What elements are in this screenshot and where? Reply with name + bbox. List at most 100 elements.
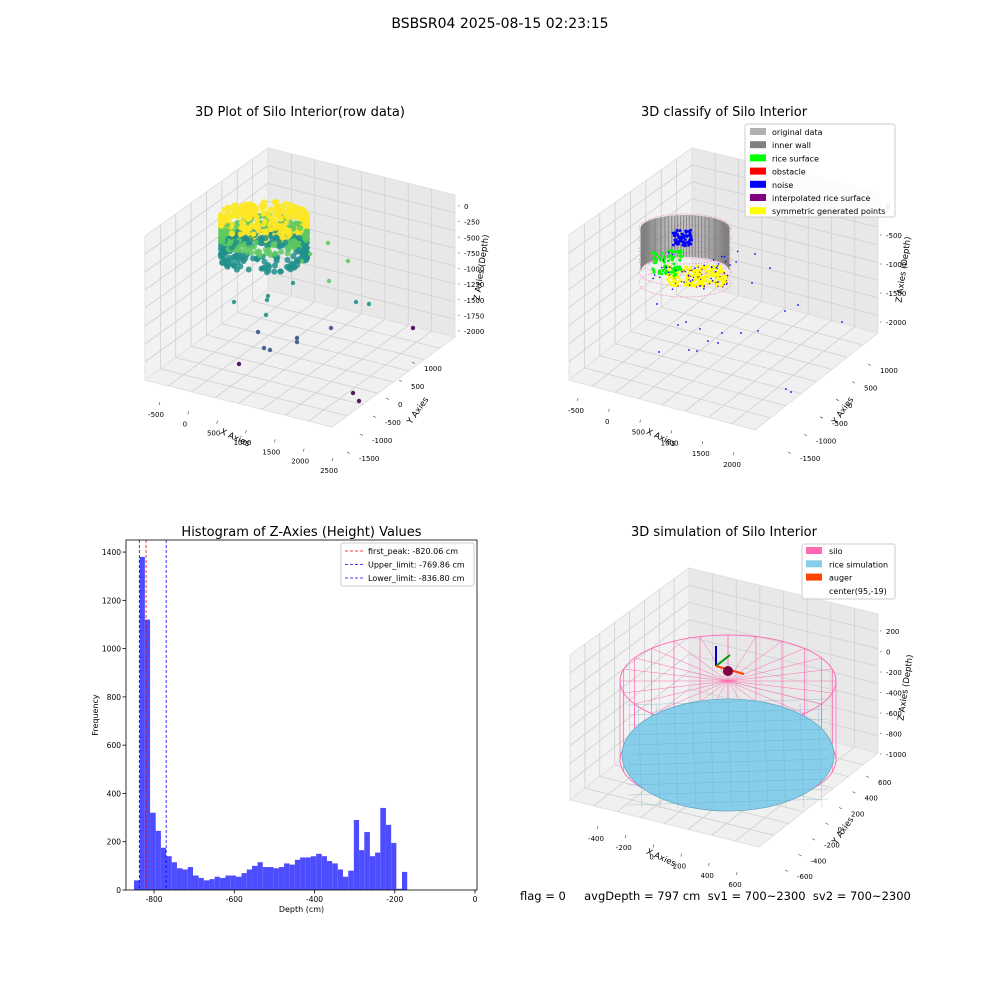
legend-label: Lower_limit: -836.80 cm bbox=[368, 574, 465, 583]
data-point bbox=[700, 284, 702, 287]
data-point bbox=[350, 390, 356, 396]
histogram-bar bbox=[326, 861, 333, 890]
histogram-bar bbox=[192, 875, 199, 890]
rice-mesh-line bbox=[627, 798, 829, 806]
data-point bbox=[691, 269, 693, 271]
data-point bbox=[218, 214, 225, 221]
grid-line bbox=[661, 307, 786, 406]
tick-mark bbox=[245, 429, 247, 434]
grid-line bbox=[691, 198, 879, 246]
data-point bbox=[257, 252, 264, 259]
rice-mesh-line bbox=[627, 748, 829, 756]
x-axis-tick-label: 200 bbox=[673, 863, 686, 871]
grid-line bbox=[688, 619, 879, 667]
data-point bbox=[678, 229, 682, 232]
histogram-bar bbox=[369, 856, 376, 890]
data-point bbox=[703, 285, 706, 287]
tick-mark bbox=[411, 361, 416, 364]
data-point bbox=[278, 248, 285, 255]
data-point bbox=[286, 212, 292, 218]
data-point bbox=[672, 262, 676, 266]
data-point bbox=[228, 244, 235, 251]
grid-line bbox=[144, 165, 269, 255]
data-point bbox=[664, 271, 668, 275]
tick-mark bbox=[852, 791, 856, 794]
data-point bbox=[677, 236, 681, 240]
z-axis-tick-label: -1250 bbox=[464, 281, 484, 289]
data-point bbox=[229, 256, 236, 263]
data-point bbox=[711, 280, 714, 282]
data-point bbox=[650, 251, 654, 255]
histogram-bar bbox=[385, 824, 392, 890]
subplot-simulation-3d: 3D simulation of Silo Interior -400 -200 0 2… bbox=[568, 525, 916, 889]
data-point bbox=[668, 275, 672, 279]
x-axis-label: X Axies bbox=[645, 847, 678, 870]
rice-mesh-line bbox=[627, 708, 829, 716]
point-cloud bbox=[218, 198, 416, 404]
grid-line bbox=[615, 343, 802, 395]
data-point bbox=[684, 229, 687, 233]
data-point bbox=[720, 255, 723, 258]
data-point bbox=[671, 243, 675, 247]
data-point bbox=[246, 231, 252, 237]
grid-line bbox=[191, 345, 379, 394]
data-point bbox=[669, 248, 673, 252]
histogram-bar bbox=[284, 863, 290, 890]
data-point bbox=[662, 259, 665, 261]
data-point bbox=[675, 229, 679, 233]
y-tick-label: 400 bbox=[107, 789, 122, 798]
z-axis-tick-label: -1000 bbox=[886, 261, 906, 269]
y-axis-tick-label: -600 bbox=[797, 873, 813, 881]
tick-mark bbox=[158, 401, 161, 406]
legend-label: rice simulation bbox=[829, 560, 888, 569]
rice-mesh-line bbox=[709, 702, 715, 809]
grid-line bbox=[285, 324, 409, 416]
tick-mark bbox=[398, 379, 403, 382]
data-point bbox=[784, 310, 786, 312]
data-point bbox=[248, 210, 254, 216]
tick-mark bbox=[331, 457, 334, 462]
data-point bbox=[267, 207, 273, 213]
x-axis-tick-label: 400 bbox=[701, 872, 714, 880]
data-point bbox=[688, 284, 691, 286]
data-point bbox=[687, 243, 690, 247]
y-tick-label: 1400 bbox=[102, 548, 121, 557]
data-point bbox=[267, 226, 273, 232]
x-axis-tick-label: 500 bbox=[632, 429, 645, 437]
tick-mark bbox=[639, 419, 641, 423]
histogram-bar bbox=[257, 862, 263, 890]
data-point bbox=[290, 253, 297, 260]
data-point bbox=[769, 267, 771, 269]
grid-line bbox=[568, 164, 693, 254]
data-point bbox=[716, 274, 720, 278]
data-point bbox=[250, 255, 257, 262]
data-point bbox=[723, 272, 725, 274]
subplot-title: 3D Plot of Silo Interior(row data) bbox=[195, 105, 405, 120]
data-point bbox=[276, 243, 283, 250]
x-tick-label: -200 bbox=[386, 895, 403, 904]
silo-wire bbox=[727, 680, 822, 705]
rice-mesh-line bbox=[627, 768, 829, 776]
z-axis-tick-label: -200 bbox=[886, 669, 902, 677]
legend-swatch bbox=[806, 586, 822, 594]
legend-swatch bbox=[750, 154, 766, 162]
data-point bbox=[296, 234, 303, 241]
data-point bbox=[706, 264, 710, 268]
tick-mark bbox=[670, 430, 672, 434]
legend-label: Upper_limit: -769.86 cm bbox=[368, 561, 465, 570]
subplot-title: 3D classify of Silo Interior bbox=[641, 105, 808, 120]
data-point bbox=[723, 275, 727, 279]
data-point bbox=[302, 246, 309, 253]
data-point bbox=[692, 276, 695, 278]
data-point bbox=[286, 205, 292, 211]
data-point bbox=[287, 266, 294, 273]
data-point bbox=[674, 282, 677, 285]
rice-mesh-line bbox=[637, 702, 643, 809]
data-point bbox=[699, 328, 701, 330]
z-axis-tick-label: -500 bbox=[464, 234, 480, 242]
data-point bbox=[690, 284, 694, 288]
rice-mesh-line bbox=[691, 702, 697, 809]
data-point bbox=[682, 236, 686, 239]
data-point bbox=[240, 214, 246, 220]
data-point bbox=[307, 251, 313, 257]
